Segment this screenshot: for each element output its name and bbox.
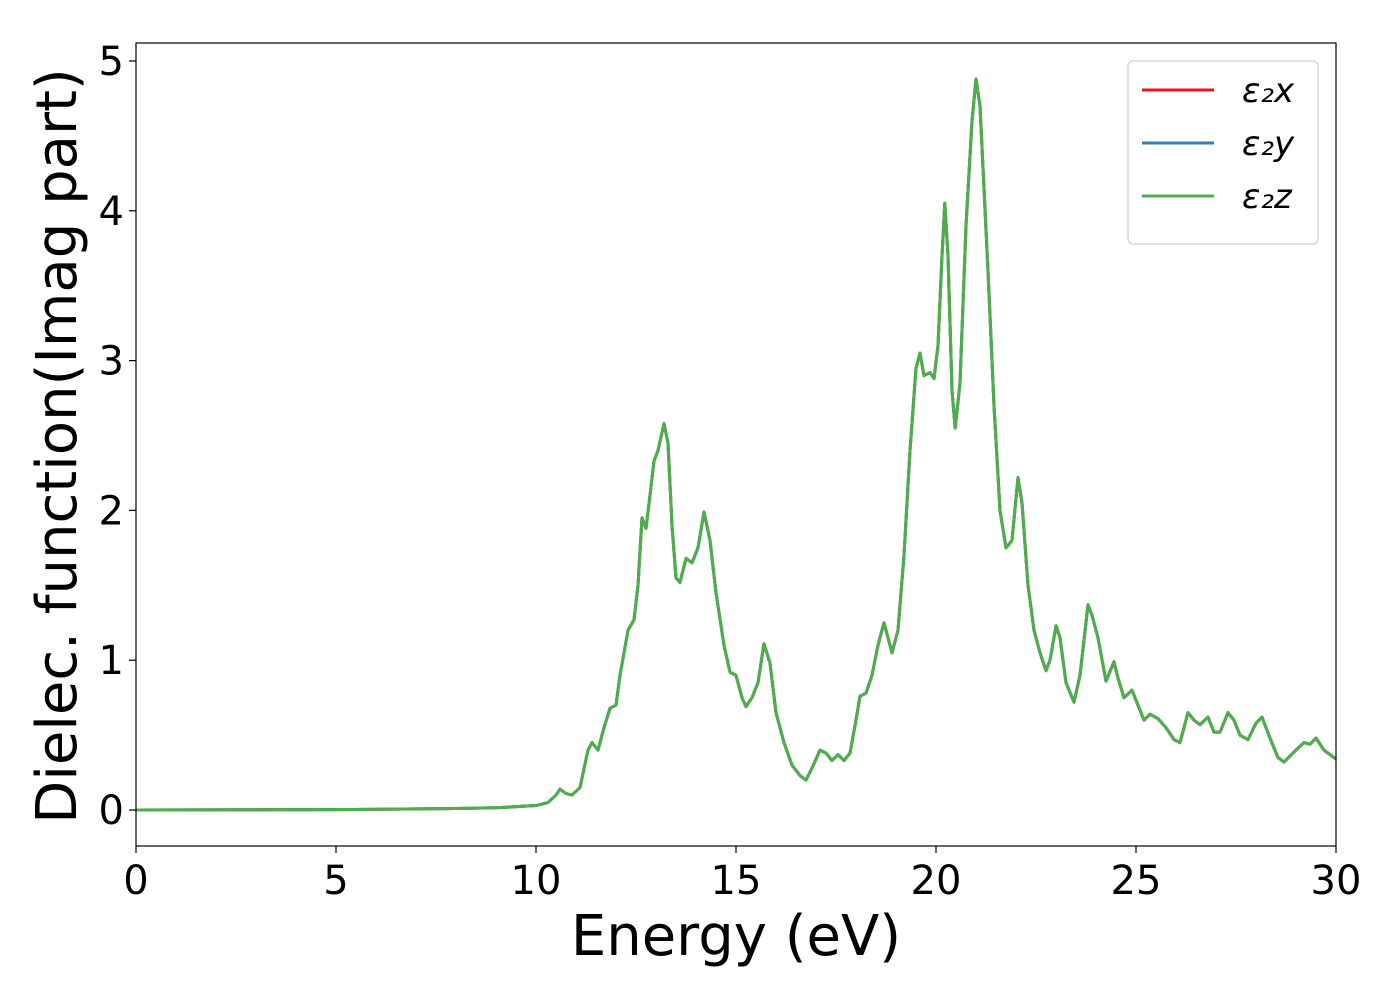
x-tick-label: 25 bbox=[1111, 858, 1162, 904]
legend-label: ε₂x bbox=[1242, 71, 1295, 111]
x-tick-label: 10 bbox=[511, 858, 562, 904]
legend-label: ε₂z bbox=[1242, 177, 1293, 217]
y-tick-label: 5 bbox=[99, 39, 124, 85]
x-axis-label: Energy (eV) bbox=[571, 904, 901, 969]
y-tick-label: 1 bbox=[99, 638, 124, 684]
x-tick-label: 15 bbox=[711, 858, 762, 904]
y-tick-label: 0 bbox=[99, 788, 124, 834]
x-tick-label: 20 bbox=[911, 858, 962, 904]
y-tick-label: 4 bbox=[99, 189, 124, 235]
plot-frame bbox=[135, 42, 1337, 847]
y-tick-label: 3 bbox=[99, 339, 124, 385]
y-tick-label: 2 bbox=[99, 488, 124, 534]
legend-box bbox=[1127, 60, 1319, 245]
x-tick-label: 0 bbox=[123, 858, 148, 904]
y-axis-label: Dielec. function(Imag part) bbox=[25, 68, 90, 824]
legend-label: ε₂y bbox=[1242, 124, 1295, 164]
x-tick-label: 5 bbox=[323, 858, 348, 904]
data-line bbox=[135, 77, 1337, 812]
x-tick-label: 30 bbox=[1311, 858, 1362, 904]
